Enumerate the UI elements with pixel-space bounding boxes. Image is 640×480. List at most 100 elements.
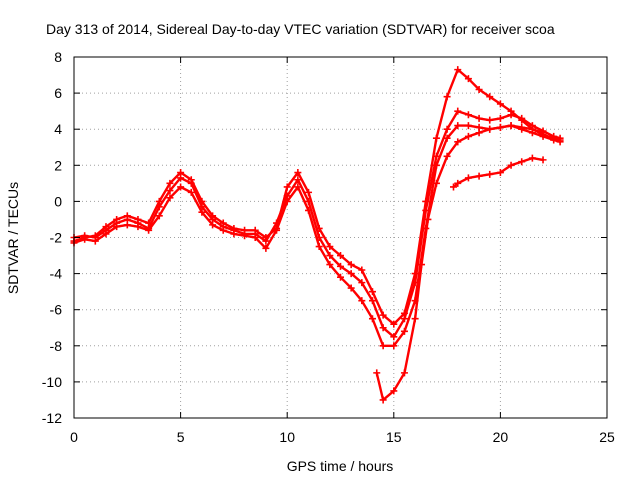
data-point	[454, 122, 462, 130]
data-point	[443, 134, 451, 142]
y-tick-label: -8	[50, 338, 63, 354]
data-point	[379, 311, 387, 319]
data-point	[496, 169, 504, 177]
x-tick-label: 20	[493, 429, 509, 445]
data-point	[251, 234, 259, 241]
data-point	[358, 266, 366, 274]
data-point	[305, 188, 313, 196]
data-point	[539, 129, 547, 137]
y-tick-label: 6	[54, 85, 62, 101]
data-point	[155, 203, 163, 211]
data-point	[454, 66, 462, 74]
data-point	[358, 279, 366, 287]
data-point	[166, 179, 174, 187]
data-point	[518, 114, 526, 122]
data-point	[454, 179, 462, 187]
data-point	[166, 194, 174, 202]
data-point	[241, 232, 249, 240]
data-point	[177, 183, 185, 191]
data-point	[368, 315, 376, 323]
data-point	[518, 123, 526, 131]
data-point	[475, 172, 483, 180]
data-point	[454, 138, 462, 146]
data-point	[496, 100, 504, 108]
data-point	[368, 297, 376, 305]
data-point	[486, 125, 494, 133]
data-point	[539, 156, 547, 164]
grid-lines	[74, 57, 607, 418]
data-point	[368, 288, 376, 296]
x-tick-label: 25	[599, 429, 615, 445]
y-tick-label: -4	[50, 266, 63, 282]
data-point	[187, 188, 195, 196]
data-point	[81, 235, 89, 243]
data-point	[326, 261, 334, 269]
data-point	[400, 369, 408, 377]
y-tick-label: 4	[54, 121, 62, 137]
data-point	[294, 183, 302, 191]
data-point	[454, 107, 462, 115]
data-point	[230, 230, 238, 238]
x-tick-label: 15	[386, 429, 402, 445]
plot-frame	[73, 56, 608, 419]
data-point	[486, 93, 494, 101]
data-point	[155, 212, 163, 220]
data-point	[347, 261, 355, 269]
data-point	[102, 230, 110, 238]
data-point	[507, 111, 515, 119]
data-point	[347, 270, 355, 278]
data-point	[556, 138, 564, 146]
series-track-3	[70, 122, 564, 350]
data-point	[464, 111, 472, 119]
data-point	[337, 252, 344, 260]
data-point	[177, 174, 185, 182]
series-line	[452, 156, 545, 189]
data-point	[134, 223, 142, 231]
data-point	[432, 134, 440, 142]
data-point	[496, 114, 504, 122]
data-point	[400, 327, 408, 335]
data-point	[390, 387, 398, 395]
data-point	[475, 114, 483, 122]
data-point	[305, 197, 313, 205]
data-point	[283, 197, 291, 205]
x-tick-label: 0	[70, 429, 78, 445]
data-point	[358, 297, 366, 305]
y-tick-label: -2	[50, 230, 63, 246]
data-point	[390, 342, 398, 350]
data-point	[113, 223, 121, 231]
data-point	[337, 273, 344, 281]
data-point	[464, 174, 472, 182]
series-track-4	[373, 122, 547, 404]
data-point	[166, 187, 174, 195]
data-point	[449, 183, 457, 191]
data-point	[198, 208, 206, 216]
data-point	[464, 132, 472, 140]
data-point	[486, 170, 494, 178]
series-track-1	[70, 66, 564, 328]
data-point	[209, 221, 217, 229]
data-point	[400, 315, 408, 323]
data-point	[219, 226, 227, 234]
series-track-2	[70, 107, 564, 341]
data-point	[337, 262, 344, 270]
y-axis-title: SDTVAR / TECUs	[5, 182, 21, 294]
data-point	[443, 152, 451, 160]
axes: 0 5 10 15 20 25 -12 -10 -8 -6 -4 -2 0 2 4 6 8	[42, 49, 615, 445]
data-point	[326, 243, 334, 251]
data-point	[486, 116, 494, 124]
y-tick-label: -12	[42, 410, 62, 426]
data-point	[315, 243, 323, 251]
series-line	[72, 68, 562, 326]
x-tick-label: 5	[177, 429, 185, 445]
data-point	[273, 226, 281, 234]
data-point	[305, 206, 313, 214]
data-point	[262, 244, 270, 252]
data-point	[145, 226, 153, 234]
data-point	[432, 161, 440, 169]
y-tick-label: -6	[50, 302, 63, 318]
data-point	[443, 93, 451, 101]
data-point	[528, 154, 536, 162]
data-point	[464, 122, 472, 130]
